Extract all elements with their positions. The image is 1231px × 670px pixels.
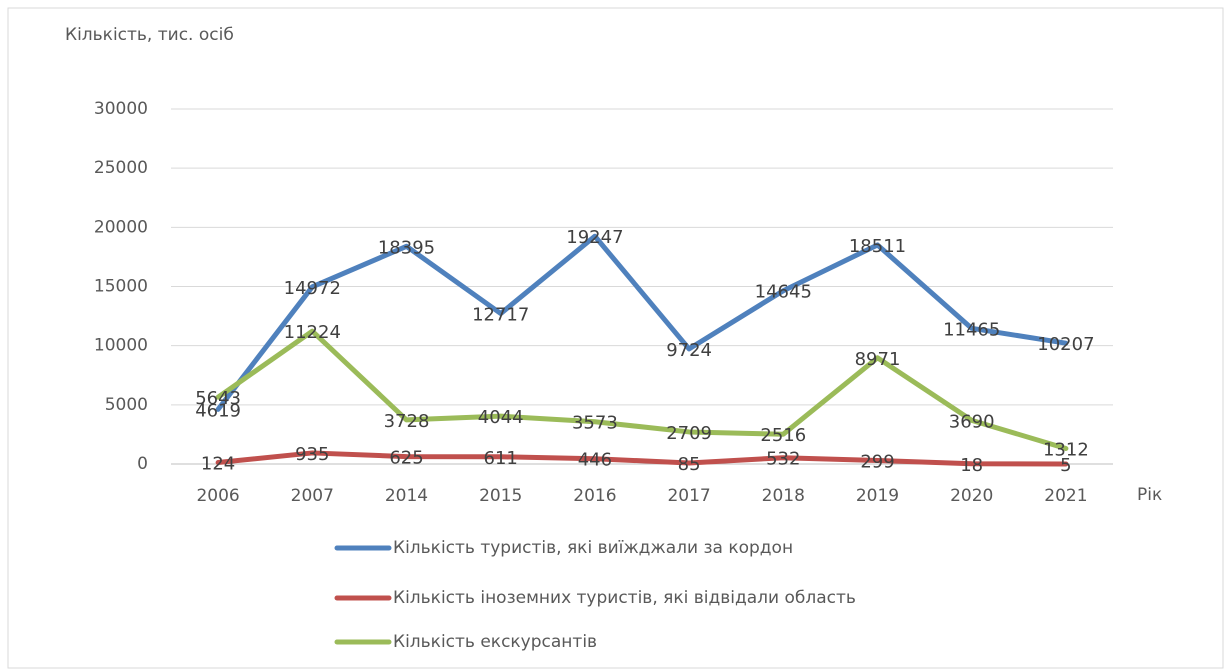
data-label: 5 bbox=[1060, 455, 1071, 476]
data-label: 4044 bbox=[478, 407, 524, 428]
y-tick-label: 20000 bbox=[94, 217, 148, 237]
data-label: 11465 bbox=[943, 319, 1000, 340]
data-label: 935 bbox=[295, 444, 329, 465]
y-tick-label: 15000 bbox=[94, 277, 148, 297]
data-label: 8971 bbox=[855, 349, 901, 370]
data-label: 4619 bbox=[195, 400, 241, 421]
legend-label: Кількість іноземних туристів, які відвід… bbox=[393, 588, 856, 608]
data-label: 18395 bbox=[378, 237, 435, 258]
data-label: 11224 bbox=[284, 322, 341, 343]
data-label: 12717 bbox=[472, 305, 529, 326]
data-label: 10207 bbox=[1037, 334, 1094, 355]
data-label: 1312 bbox=[1043, 439, 1089, 460]
data-label: 2709 bbox=[666, 423, 712, 444]
data-label: 14645 bbox=[755, 282, 812, 303]
data-label: 3573 bbox=[572, 413, 618, 434]
data-label: 124 bbox=[201, 454, 235, 475]
y-tick-label: 25000 bbox=[94, 158, 148, 178]
data-label: 18511 bbox=[849, 236, 906, 257]
y-tick-label: 0 bbox=[137, 454, 148, 474]
data-label: 532 bbox=[766, 449, 800, 470]
y-tick-label: 10000 bbox=[94, 336, 148, 356]
data-label: 625 bbox=[389, 448, 423, 469]
y-tick-label: 30000 bbox=[94, 99, 148, 119]
y-tick-label: 5000 bbox=[105, 395, 148, 415]
data-label: 299 bbox=[860, 451, 894, 472]
series-line bbox=[215, 328, 1069, 451]
x-tick-label: 2007 bbox=[291, 486, 334, 506]
data-label: 14972 bbox=[284, 278, 341, 299]
data-label: 9724 bbox=[666, 340, 712, 361]
x-tick-label: 2006 bbox=[196, 486, 239, 506]
data-label: 85 bbox=[678, 454, 701, 475]
legend-label: Кількість туристів, які виїжджали за кор… bbox=[393, 538, 793, 558]
data-label: 3690 bbox=[949, 411, 995, 432]
series-line bbox=[215, 450, 1069, 467]
data-label: 611 bbox=[484, 448, 518, 469]
x-tick-label: 2020 bbox=[950, 486, 993, 506]
x-tick-label: 2019 bbox=[856, 486, 899, 506]
x-tick-label: 2021 bbox=[1044, 486, 1087, 506]
data-label: 18 bbox=[960, 455, 983, 476]
y-axis-label: Кількість, тис. осіб bbox=[65, 25, 234, 45]
x-tick-label: 2014 bbox=[385, 486, 428, 506]
data-label: 5643 bbox=[195, 388, 241, 409]
legend-label: Кількість екскурсантів bbox=[393, 632, 597, 652]
data-label: 2516 bbox=[760, 425, 806, 446]
x-tick-label: 2015 bbox=[479, 486, 522, 506]
x-tick-label: 2016 bbox=[573, 486, 616, 506]
x-tick-label: 2018 bbox=[762, 486, 805, 506]
x-axis-label: Рік bbox=[1137, 485, 1162, 505]
data-label: 3728 bbox=[384, 411, 430, 432]
data-label: 446 bbox=[578, 450, 612, 471]
series-line bbox=[215, 233, 1069, 412]
x-tick-label: 2017 bbox=[667, 486, 710, 506]
data-label: 19247 bbox=[566, 227, 623, 248]
